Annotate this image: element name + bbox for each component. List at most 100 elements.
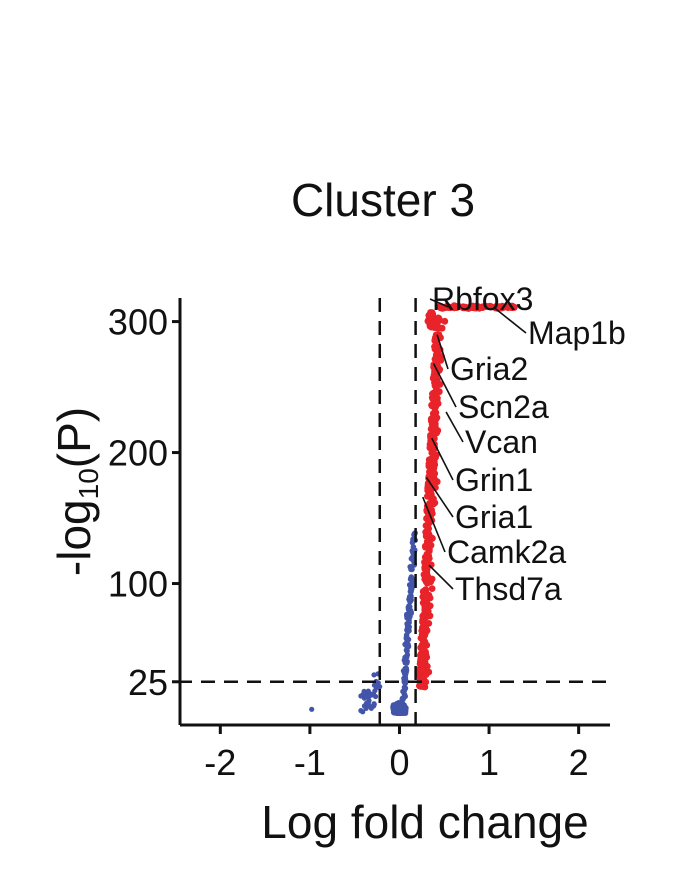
data-point bbox=[421, 647, 429, 655]
data-point bbox=[361, 688, 367, 694]
data-point bbox=[422, 671, 430, 678]
data-point bbox=[431, 379, 438, 387]
gene-leader-line bbox=[432, 363, 457, 408]
y-axis-label: -log10(P) bbox=[48, 407, 104, 576]
data-point bbox=[431, 422, 439, 430]
x-tick-label: 1 bbox=[479, 742, 499, 783]
data-point bbox=[435, 314, 443, 322]
x-tick-label: 0 bbox=[389, 742, 409, 783]
x-axis-label: Log fold change bbox=[261, 796, 588, 848]
data-point bbox=[475, 304, 483, 312]
data-point bbox=[358, 693, 364, 699]
data-point bbox=[410, 544, 417, 550]
data-point bbox=[395, 708, 401, 714]
data-point bbox=[404, 613, 410, 619]
data-point bbox=[427, 500, 435, 508]
data-point bbox=[375, 680, 381, 686]
gene-leader-line bbox=[493, 306, 527, 334]
gene-label: Grin1 bbox=[455, 462, 533, 498]
data-point bbox=[427, 490, 435, 497]
data-point bbox=[428, 449, 436, 457]
data-point bbox=[309, 706, 315, 712]
gene-label: Thsd7a bbox=[455, 571, 562, 607]
y-axis-label-subscript: 10 bbox=[73, 468, 104, 499]
y-axis-label-tail: (P) bbox=[48, 407, 100, 468]
data-point bbox=[425, 460, 433, 468]
data-point bbox=[397, 702, 404, 709]
data-point bbox=[403, 635, 410, 642]
data-point bbox=[427, 578, 435, 586]
data-point bbox=[423, 538, 431, 545]
data-point bbox=[423, 572, 431, 580]
gene-leader-line bbox=[436, 334, 449, 370]
data-point bbox=[430, 373, 437, 381]
data-point bbox=[365, 688, 371, 694]
data-point bbox=[371, 672, 377, 678]
data-point bbox=[420, 632, 428, 640]
data-point bbox=[417, 655, 425, 663]
gene-label: Rbfox3 bbox=[432, 281, 533, 317]
y-tick-label: 25 bbox=[128, 662, 168, 703]
gene-leader-line bbox=[431, 437, 454, 481]
data-point bbox=[422, 566, 430, 574]
gene-label: Vcan bbox=[465, 424, 538, 460]
data-point bbox=[403, 647, 410, 653]
data-point bbox=[404, 621, 410, 627]
data-point bbox=[426, 473, 434, 481]
x-tick-label: 2 bbox=[569, 742, 589, 783]
x-tick-label: -1 bbox=[294, 742, 326, 783]
gene-labels: Rbfox3Map1bGria2Scn2aVcanGrin1Gria1Camk2… bbox=[422, 281, 626, 607]
gene-leader-line bbox=[425, 476, 454, 518]
data-point bbox=[417, 683, 425, 690]
gene-label: Map1b bbox=[528, 315, 626, 351]
data-point bbox=[371, 702, 377, 708]
data-point bbox=[408, 555, 415, 562]
data-point bbox=[510, 303, 518, 311]
gene-label: Gria2 bbox=[450, 351, 528, 387]
data-point bbox=[429, 310, 437, 318]
y-axis-ticks: 25 100 200 300 bbox=[108, 302, 180, 703]
gene-leader-line bbox=[429, 298, 450, 308]
data-point bbox=[407, 598, 413, 605]
data-point bbox=[402, 641, 408, 648]
data-point bbox=[432, 355, 440, 363]
data-point bbox=[364, 700, 370, 706]
gene-leader-line bbox=[445, 411, 464, 443]
y-tick-label: 200 bbox=[108, 433, 168, 474]
data-point bbox=[423, 662, 431, 670]
data-point bbox=[450, 304, 458, 312]
gene-label: Gria1 bbox=[455, 499, 533, 535]
gene-leader-line bbox=[422, 496, 446, 553]
data-point bbox=[401, 686, 408, 692]
data-point bbox=[400, 695, 407, 701]
data-point bbox=[410, 576, 416, 583]
data-point bbox=[422, 532, 430, 540]
gene-label: Scn2a bbox=[458, 389, 549, 425]
data-point bbox=[406, 593, 413, 600]
data-point bbox=[416, 673, 424, 681]
data-point bbox=[463, 304, 471, 312]
y-tick-label: 300 bbox=[108, 302, 168, 343]
data-point bbox=[428, 401, 435, 409]
data-point bbox=[431, 413, 439, 421]
x-tick-label: -2 bbox=[204, 742, 236, 783]
data-point bbox=[419, 612, 427, 620]
data-point bbox=[408, 565, 415, 571]
data-point bbox=[404, 660, 410, 666]
data-point bbox=[401, 679, 408, 685]
data-point bbox=[428, 585, 436, 592]
data-point bbox=[409, 583, 415, 590]
data-point bbox=[420, 591, 428, 599]
data-point bbox=[368, 705, 374, 711]
y-tick-label: 100 bbox=[108, 564, 168, 605]
data-point bbox=[422, 603, 429, 611]
data-point bbox=[424, 527, 431, 535]
data-point bbox=[432, 453, 439, 461]
data-point bbox=[358, 708, 364, 714]
data-point bbox=[425, 552, 432, 560]
data-point bbox=[425, 518, 432, 525]
threshold-lines bbox=[178, 298, 610, 725]
data-point bbox=[365, 692, 371, 698]
y-axis-label-main: -log bbox=[48, 499, 100, 576]
x-axis-ticks: -2 -1 0 1 2 bbox=[204, 725, 589, 783]
